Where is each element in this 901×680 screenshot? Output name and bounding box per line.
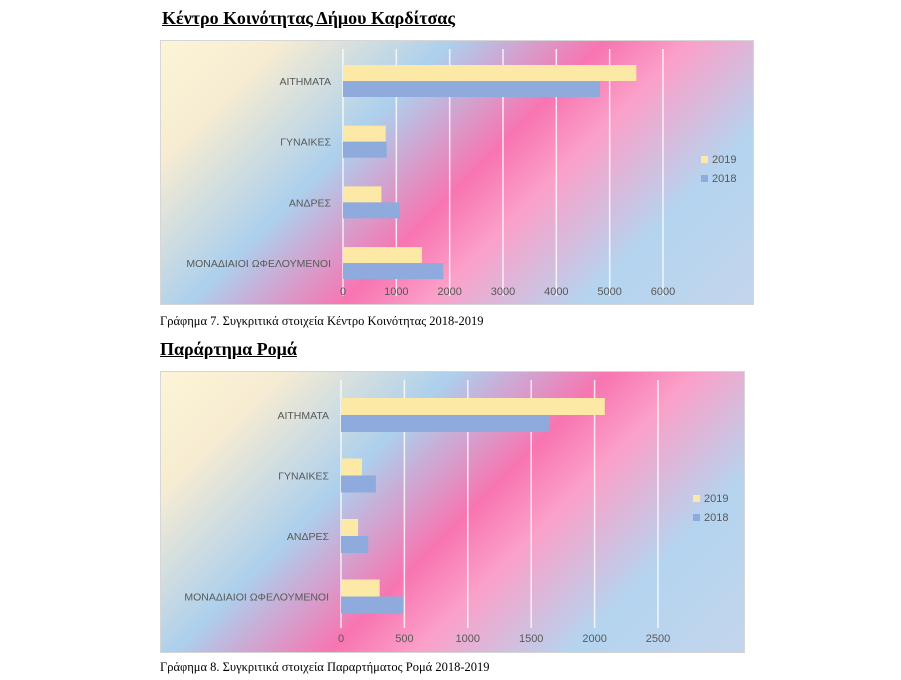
section2-heading: Παράρτημα Ρομά (160, 339, 297, 359)
bar-2018 (341, 415, 549, 432)
x-tick-label: 1000 (456, 633, 480, 645)
category-label: ΑΙΤΗΜΑΤΑ (279, 76, 331, 88)
x-tick-label: 4000 (544, 286, 568, 298)
legend-label: 2018 (704, 512, 728, 524)
chart-2: 0 500 1000 1500 2000 2500 ΑΙΤΗΜΑΤΑ ΓΥΝΑΙΚΕΣ ΑΝΔΡ… (160, 371, 745, 653)
section1-caption: Γράφημα 7. Συγκριτικά στοιχεία Κέντρο Κο… (160, 314, 484, 328)
legend-swatch-2018 (693, 514, 700, 521)
category-label: ΑΝΔΡΕΣ (287, 531, 330, 543)
bar-2019 (343, 65, 637, 81)
legend-label: 2019 (712, 154, 736, 166)
category-label: ΜΟΝΑΔΙΑΙΟΙ ΩΦΕΛΟΥΜΕΝΟΙ (184, 592, 329, 604)
category-label: ΓΥΝΑΙΚΕΣ (280, 137, 331, 149)
bar-2019 (341, 519, 359, 536)
chart-2-svg: 0 500 1000 1500 2000 2500 ΑΙΤΗΜΑΤΑ ΓΥΝΑΙΚΕΣ ΑΝΔΡ… (184, 380, 728, 645)
bar-2019 (341, 458, 362, 476)
category-label: ΜΟΝΑΔΙΑΙΟΙ ΩΦΕΛΟΥΜΕΝΟΙ (186, 258, 331, 270)
bar-2019 (343, 125, 386, 142)
x-tick-label: 0 (338, 633, 344, 645)
x-tick-label: 0 (340, 286, 346, 298)
legend-label: 2018 (712, 173, 736, 185)
bar-2019 (343, 186, 382, 203)
x-tick-label: 1500 (519, 633, 543, 645)
chart-1-svg: 0 1000 2000 3000 4000 5000 6000 ΑΙΤΗΜΑΤΑ ΓΥΝΑΙΚΕ… (186, 49, 736, 298)
category-label: ΑΝΔΡΕΣ (289, 197, 332, 209)
bar-2018 (341, 596, 404, 614)
bar-2018 (343, 81, 601, 97)
bar-2019 (341, 579, 380, 597)
x-tick-label: 3000 (491, 286, 515, 298)
bar-2019 (341, 398, 605, 415)
x-tick-label: 500 (395, 633, 413, 645)
legend-swatch-2019 (693, 495, 700, 502)
x-tick-label: 2000 (582, 633, 606, 645)
legend-swatch-2019 (701, 156, 708, 163)
bar-2018 (343, 202, 400, 219)
x-tick-label: 2500 (646, 633, 670, 645)
legend-swatch-2018 (701, 175, 708, 182)
bar-2018 (343, 141, 387, 158)
bar-2018 (341, 536, 369, 553)
section1-heading: Κέντρο Κοινότητας Δήμου Καρδίτσας (162, 8, 455, 28)
bar-2018 (341, 475, 376, 493)
category-label: ΓΥΝΑΙΚΕΣ (278, 471, 329, 483)
x-tick-label: 2000 (437, 286, 461, 298)
x-tick-label: 1000 (384, 286, 408, 298)
chart-1: 0 1000 2000 3000 4000 5000 6000 ΑΙΤΗΜΑΤΑ ΓΥΝΑΙΚΕ… (160, 40, 754, 305)
x-tick-label: 6000 (651, 286, 675, 298)
section2-caption: Γράφημα 8. Συγκριτικά στοιχεία Παραρτήμα… (160, 660, 490, 674)
bar-2019 (343, 247, 422, 264)
category-label: ΑΙΤΗΜΑΤΑ (277, 410, 329, 422)
bar-2018 (343, 263, 444, 280)
x-tick-label: 5000 (597, 286, 621, 298)
legend-label: 2019 (704, 493, 728, 505)
